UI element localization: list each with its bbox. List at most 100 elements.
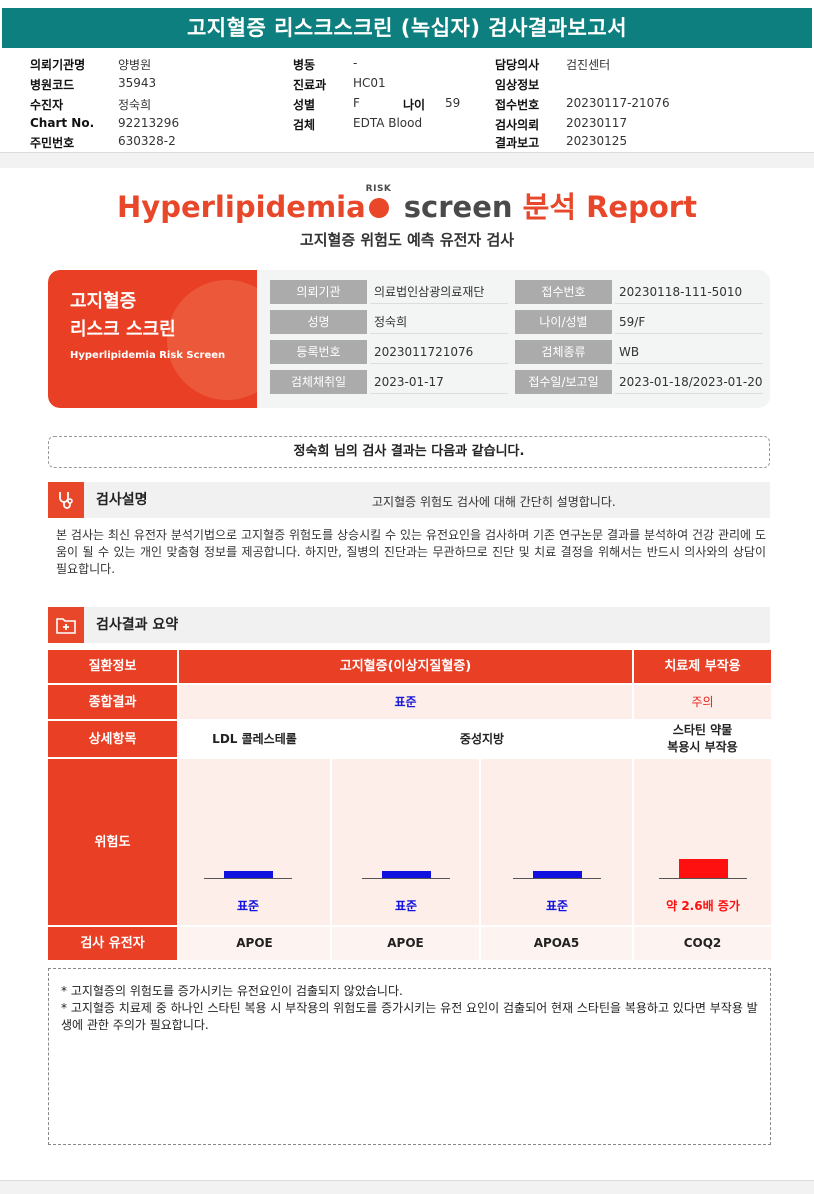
card-value: 2023011721076 — [370, 340, 508, 364]
header-label: Chart No. — [30, 116, 95, 130]
header-label: 병동 — [293, 58, 316, 72]
risk-bar — [223, 870, 273, 878]
risk-bar — [381, 870, 431, 878]
note-line: * 고지혈증의 위험도를 증가시키는 유전요인이 검출되지 않았습니다. — [61, 984, 403, 998]
risk-cell — [332, 759, 479, 925]
header-value: 20230117 — [566, 116, 628, 130]
section-summary-header: 검사결과 요약 — [48, 607, 770, 643]
risk-baseline — [659, 878, 747, 879]
header-label: 접수번호 — [495, 98, 540, 112]
summary-card: 고지혈증 리스크 스크린 Hyperlipidemia Risk Screen … — [48, 270, 770, 408]
brand-part3: 분석 Report — [522, 190, 697, 224]
risk-bar — [532, 870, 582, 878]
card-label: 검체종류 — [515, 340, 612, 364]
header-label: 수진자 — [30, 98, 64, 112]
row-label-detail: 상세항목 — [48, 721, 177, 757]
card-value: 의료법인삼광의료재단 — [370, 280, 508, 304]
risk-label: 표준 — [545, 898, 569, 913]
card-value: 정숙희 — [370, 310, 508, 334]
disease-side: 치료제 부작용 — [634, 650, 771, 683]
greeting-box: 정숙희 님의 검사 결과는 다음과 같습니다. — [48, 436, 770, 468]
risk-baseline — [513, 878, 601, 879]
header-label: 담당의사 — [495, 58, 540, 72]
header-value: 정숙희 — [118, 98, 152, 112]
report-title: 고지혈증 리스크스크린 (녹십자) 검사결과보고서 — [2, 8, 812, 48]
card-title-line2: 리스크 스크린 — [70, 319, 176, 340]
row-label-overall: 종합결과 — [48, 685, 177, 719]
patient-header: 의뢰기관명 양병원 병원코드 35943 수진자 정숙희 Chart No. 9… — [0, 54, 814, 152]
card-title: 고지혈증 리스크 스크린 — [70, 288, 176, 344]
section-title: 검사설명 — [96, 492, 148, 508]
card-label: 성명 — [270, 310, 367, 334]
header-label: 성별 — [293, 98, 316, 112]
section-description-header: 검사설명 고지혈증 위험도 검사에 대해 간단히 설명합니다. — [48, 482, 770, 518]
divider-band — [0, 152, 814, 168]
card-value: 59/F — [615, 310, 763, 334]
brand-subtitle: 고지혈증 위험도 예측 유전자 검사 — [299, 231, 515, 249]
header-value: F — [353, 96, 360, 110]
risk-label: 표준 — [394, 898, 418, 913]
header-label: 결과보고 — [495, 136, 540, 150]
header-value: 양병원 — [118, 58, 152, 72]
header-label: 임상정보 — [495, 78, 540, 92]
section-title: 검사결과 요약 — [96, 617, 179, 633]
overall-side: 주의 — [634, 685, 771, 719]
row-label-risk: 위험도 — [48, 759, 177, 925]
card-value: 20230118-111-5010 — [615, 280, 763, 304]
card-label: 의뢰기관 — [270, 280, 367, 304]
brand-part2: screen — [403, 190, 513, 224]
card-label: 등록번호 — [270, 340, 367, 364]
header-value: 20230125 — [566, 134, 628, 148]
risk-cell — [481, 759, 632, 925]
disease-main: 고지혈증(이상지질혈증) — [179, 650, 632, 683]
header-value: HC01 — [353, 76, 386, 90]
header-label-age: 나이 — [403, 98, 426, 112]
card-title-en: Hyperlipidemia Risk Screen — [70, 350, 226, 361]
card-value: WB — [615, 340, 763, 364]
stethoscope-icon — [48, 482, 84, 518]
card-label: 나이/성별 — [515, 310, 612, 334]
brand-part1: Hyperlipidemia — [117, 190, 366, 224]
brand-risk: RISK — [365, 184, 392, 194]
gene-cell: APOA5 — [481, 927, 632, 960]
risk-cell — [634, 759, 771, 925]
brand-logo: Hyperlipidemia RISK screen 분석 Report — [0, 184, 814, 226]
card-label: 접수일/보고일 — [515, 370, 612, 394]
detail-tg: 중성지방 — [332, 721, 632, 757]
risk-bar — [678, 858, 728, 878]
header-label: 의뢰기관명 — [30, 58, 86, 72]
detail-ldl: LDL 콜레스테롤 — [179, 721, 330, 757]
card-label: 접수번호 — [515, 280, 612, 304]
header-value: 검진센터 — [566, 58, 611, 72]
header-label: 검체 — [293, 118, 316, 132]
risk-baseline — [362, 878, 450, 879]
risk-label: 약 2.6배 증가 — [666, 898, 740, 913]
header-value-age: 59 — [445, 96, 461, 110]
result-notes: * 고지혈증의 위험도를 증가시키는 유전요인이 검출되지 않았습니다. * 고… — [48, 968, 771, 1145]
card-title-line1: 고지혈증 — [70, 291, 137, 312]
risk-logo-icon: RISK — [366, 184, 394, 221]
header-label: 진료과 — [293, 78, 327, 92]
header-value: 92213296 — [118, 116, 180, 130]
note-line: * 고지혈증 치료제 중 하나인 스타틴 복용 시 부작용의 위험도를 증가시키… — [61, 1001, 758, 1032]
card-value: 2023-01-17 — [370, 370, 508, 394]
card-banner: 고지혈증 리스크 스크린 Hyperlipidemia Risk Screen — [48, 270, 257, 408]
gene-cell: APOE — [332, 927, 479, 960]
card-label: 검체채취일 — [270, 370, 367, 394]
folder-plus-icon — [48, 607, 84, 643]
header-value: EDTA Blood — [353, 116, 423, 130]
header-label: 병원코드 — [30, 78, 75, 92]
detail-statin: 스타틴 약물 복용시 부작용 — [634, 721, 771, 757]
card-value: 2023-01-18/2023-01-20 — [615, 370, 763, 394]
header-label: 검사의뢰 — [495, 118, 540, 132]
row-label-disease: 질환정보 — [48, 650, 177, 683]
header-label: 주민번호 — [30, 136, 75, 150]
gene-cell: APOE — [179, 927, 330, 960]
row-label-gene: 검사 유전자 — [48, 927, 177, 960]
header-value: 630328-2 — [118, 134, 176, 148]
gene-cell: COQ2 — [634, 927, 771, 960]
section-note: 고지혈증 위험도 검사에 대해 간단히 설명합니다. — [372, 495, 616, 509]
test-description: 본 검사는 최신 유전자 분석기법으로 고지혈증 위험도를 상승시킬 수 있는 … — [56, 528, 766, 576]
bottom-band — [0, 1180, 814, 1194]
overall-main: 표준 — [179, 685, 632, 719]
